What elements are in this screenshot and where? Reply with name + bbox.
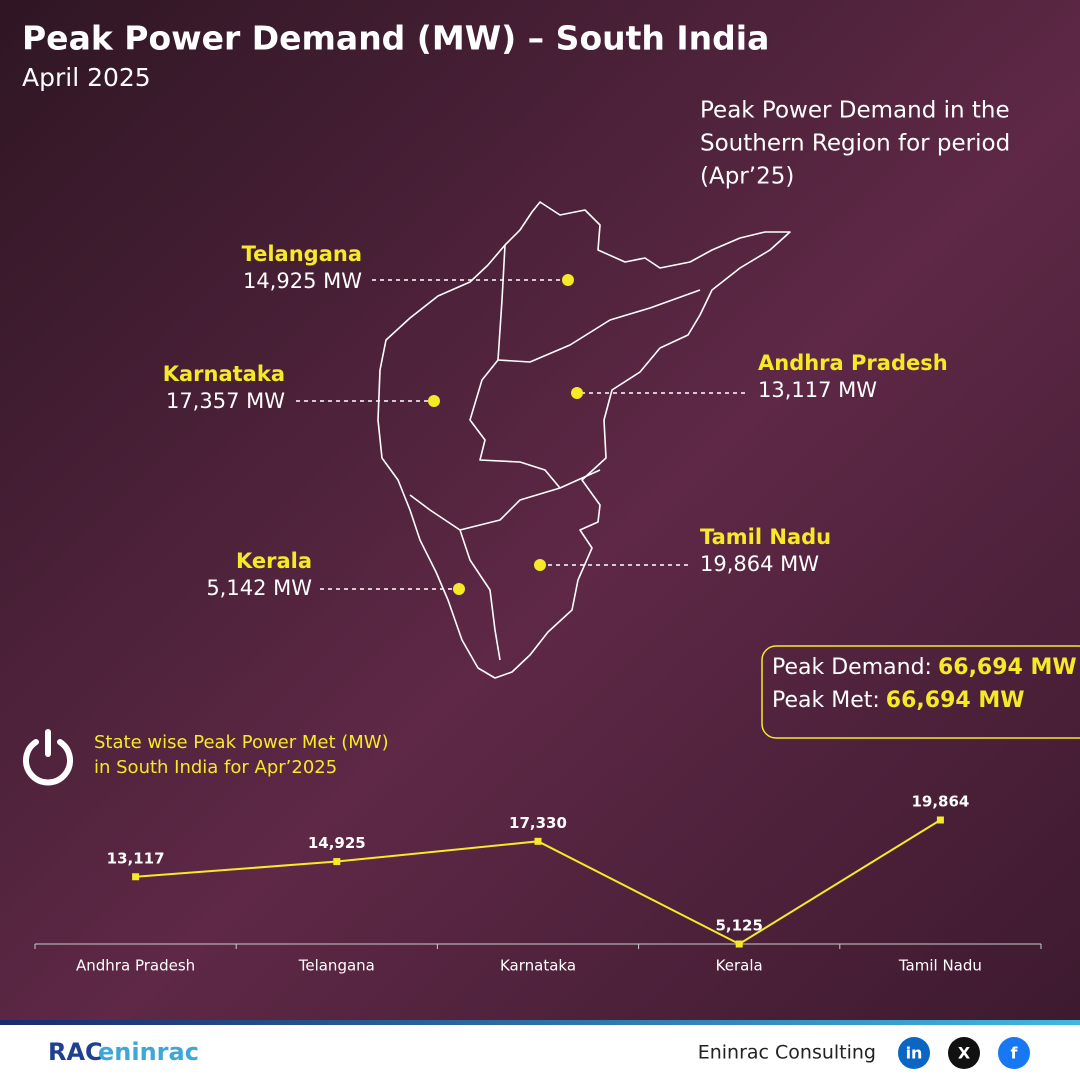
social-glyph: f <box>1011 1044 1019 1063</box>
state-name: Andhra Pradesh <box>758 351 948 375</box>
point <box>735 940 743 948</box>
state-value: 14,925 MW <box>243 269 362 293</box>
social-icon[interactable] <box>948 1037 980 1069</box>
map-labels: Telangana 14,925 MW Karnataka 17,357 MW Andh… <box>163 242 948 600</box>
summary-label: Peak Demand: <box>772 655 932 680</box>
brand: Eninrac Consulting <box>698 1042 876 1064</box>
map-caption: Peak Power Demand in the Southern Region… <box>700 98 1010 190</box>
state-value: 5,142 MW <box>206 576 312 600</box>
x-tick-label: Karnataka <box>500 957 576 975</box>
summary-row: Peak Met: 66,694 MW <box>772 688 1025 713</box>
point <box>936 816 944 824</box>
summary-label: Peak Met: <box>772 688 880 713</box>
state-dot <box>562 274 574 286</box>
state-value: 17,357 MW <box>166 389 285 413</box>
value-label: 14,925 <box>308 834 366 852</box>
title: Peak Power Demand (MW) – South India <box>22 19 769 58</box>
x-tick-label: Andhra Pradesh <box>76 957 195 975</box>
state-value: 19,864 MW <box>700 552 819 576</box>
value-label: 13,117 <box>107 849 165 867</box>
state-name: Karnataka <box>163 362 285 386</box>
state-name: Tamil Nadu <box>700 525 831 549</box>
summary-box <box>761 645 1080 739</box>
power-icon <box>23 729 73 786</box>
state-value: 13,117 MW <box>758 378 877 402</box>
value-label: 5,125 <box>715 917 762 935</box>
state-dot <box>534 559 546 571</box>
value-label: 19,864 <box>911 793 969 811</box>
logo-text: eninrac <box>98 1038 199 1066</box>
summary-row: Peak Demand: 66,694 MW <box>772 655 1077 680</box>
value-label: 17,330 <box>509 814 567 832</box>
subtitle: April 2025 <box>22 63 151 92</box>
state-dot <box>453 583 465 595</box>
summary-value: 66,694 MW <box>938 655 1077 680</box>
caption-line: Southern Region for period <box>700 131 1010 157</box>
summary-value: 66,694 MW <box>886 688 1025 713</box>
social-glyph: in <box>906 1044 923 1063</box>
x-tick-label: Telangana <box>298 957 375 975</box>
logo: RAC eninrac <box>48 1038 199 1066</box>
social-icon[interactable] <box>898 1037 930 1069</box>
state-name: Telangana <box>242 242 362 266</box>
logo-text: RAC <box>48 1038 103 1066</box>
map <box>377 201 791 679</box>
point <box>534 837 542 845</box>
point <box>132 873 140 881</box>
caption-line: Peak Power Demand in the <box>700 98 1010 124</box>
social-icon[interactable] <box>998 1037 1030 1069</box>
x-tick-label: Kerala <box>716 957 763 975</box>
social-glyph: X <box>958 1044 971 1063</box>
state-name: Kerala <box>236 549 312 573</box>
x-tick-label: Tamil Nadu <box>898 957 982 975</box>
chart-title: in South India for Apr’2025 <box>94 757 337 778</box>
state-dot <box>428 395 440 407</box>
line-chart: 13,117 14,925 17,330 5,125 19,864 Andhra Prad… <box>34 793 1042 975</box>
divider <box>0 1020 1080 1025</box>
caption-line: (Apr’25) <box>700 164 794 190</box>
point <box>333 858 341 866</box>
chart-title: State wise Peak Power Met (MW) <box>94 732 389 753</box>
state-dot <box>571 387 583 399</box>
background <box>0 0 1080 1022</box>
